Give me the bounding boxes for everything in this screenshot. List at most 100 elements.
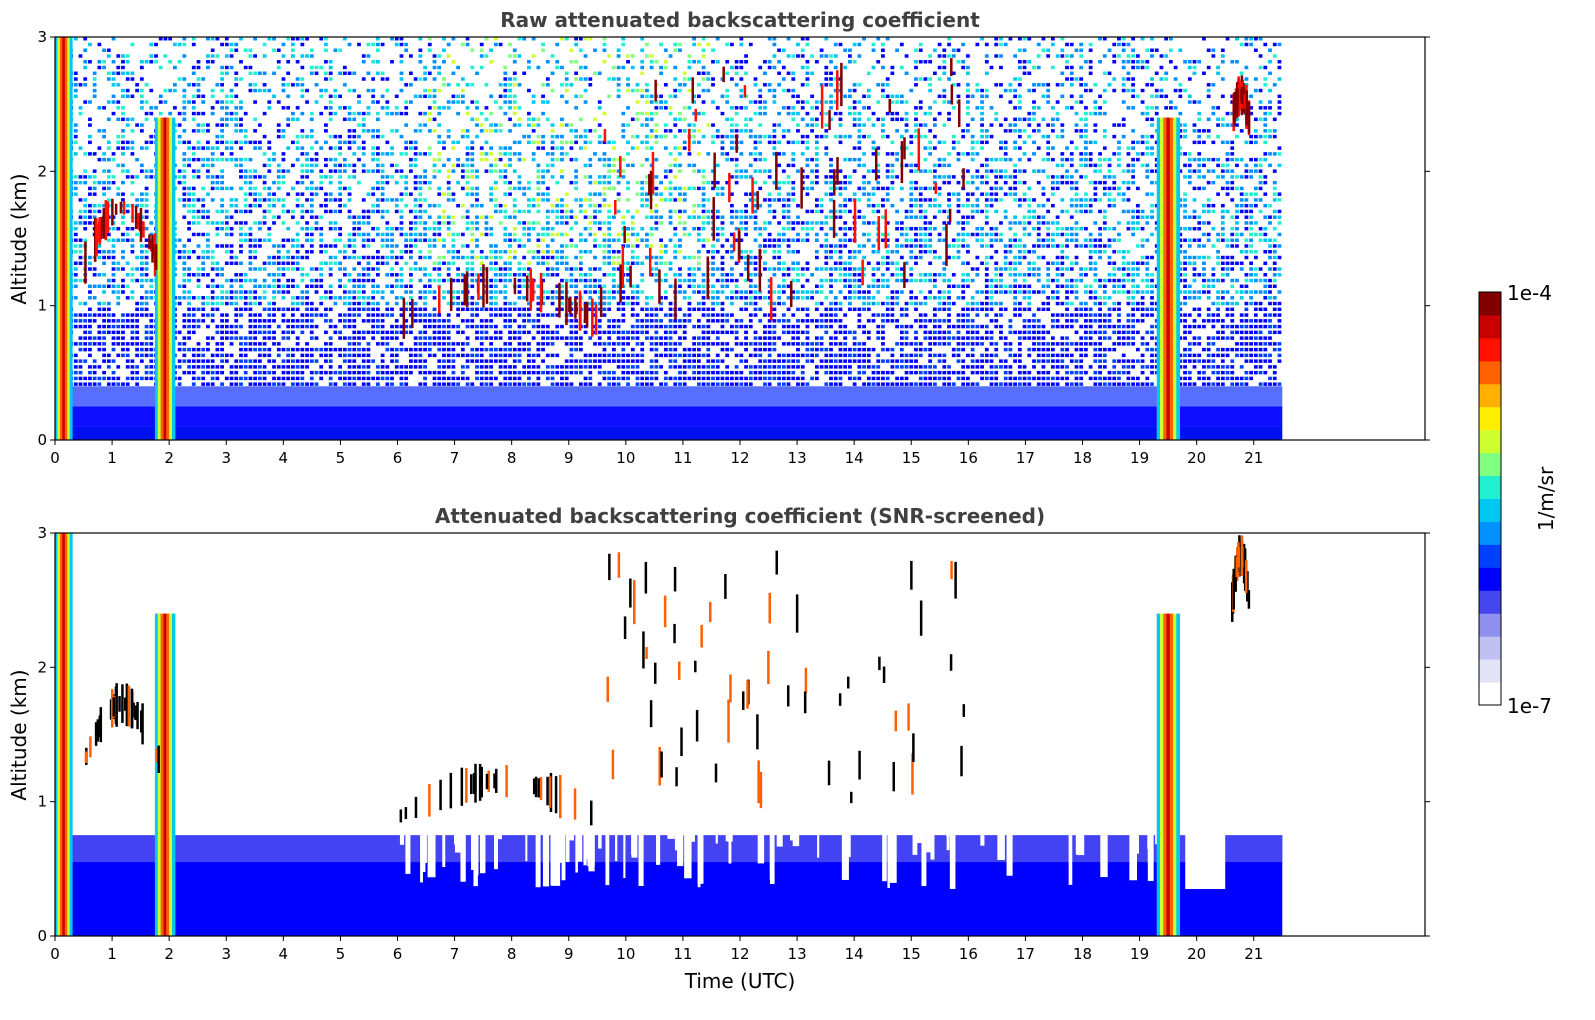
heatmap-cell bbox=[253, 88, 258, 93]
heatmap-cell bbox=[371, 296, 376, 300]
heatmap-cell bbox=[621, 65, 626, 70]
heatmap-cell bbox=[427, 278, 432, 283]
heatmap-cell bbox=[144, 278, 149, 283]
heatmap-cell bbox=[357, 330, 361, 335]
heatmap-cell bbox=[201, 365, 206, 369]
heatmap-cell bbox=[380, 244, 385, 248]
heatmap-cell bbox=[692, 226, 697, 231]
heatmap-cell bbox=[380, 180, 385, 185]
heatmap-cell bbox=[508, 353, 512, 358]
heatmap-cell bbox=[102, 324, 106, 329]
heatmap-cell bbox=[427, 186, 432, 191]
heatmap-cell bbox=[479, 146, 484, 150]
heatmap-cell bbox=[427, 353, 432, 358]
heatmap-cell bbox=[550, 232, 555, 237]
heatmap-cell bbox=[465, 42, 470, 47]
heatmap-cell bbox=[224, 359, 229, 363]
heatmap-cell bbox=[314, 284, 319, 289]
heatmap-cell bbox=[555, 209, 560, 214]
heatmap-cell bbox=[106, 169, 111, 173]
heatmap-cell bbox=[201, 376, 206, 381]
heatmap-cell bbox=[460, 88, 465, 93]
heatmap-cell bbox=[640, 273, 645, 277]
heatmap-cell bbox=[574, 267, 579, 271]
heatmap-cell bbox=[224, 226, 229, 231]
heatmap-cell bbox=[555, 313, 560, 317]
heatmap-cell bbox=[569, 284, 574, 289]
heatmap-cell bbox=[224, 140, 229, 145]
heatmap-cell bbox=[578, 267, 583, 271]
heatmap-cell bbox=[470, 307, 475, 312]
heatmap-cell bbox=[281, 221, 286, 225]
heatmap-cell bbox=[291, 278, 295, 283]
heatmap-cell bbox=[78, 54, 83, 58]
heatmap-cell bbox=[470, 157, 475, 162]
heatmap-cell bbox=[324, 106, 328, 110]
heatmap-cell bbox=[484, 215, 489, 219]
heatmap-cell bbox=[267, 336, 272, 340]
heatmap-cell bbox=[229, 342, 234, 346]
heatmap-cell bbox=[262, 54, 267, 58]
heatmap-cell bbox=[314, 140, 319, 145]
heatmap-cell bbox=[404, 100, 409, 104]
heatmap-cell bbox=[668, 192, 673, 196]
heatmap-cell bbox=[541, 226, 545, 231]
heatmap-cell bbox=[593, 342, 597, 346]
heatmap-cell bbox=[607, 261, 612, 265]
heatmap-cell bbox=[560, 290, 564, 294]
heatmap-cell bbox=[489, 307, 494, 312]
heatmap-cell bbox=[527, 347, 531, 352]
heatmap-cell bbox=[404, 261, 409, 265]
heatmap-cell bbox=[272, 94, 276, 99]
heatmap-cell bbox=[234, 324, 239, 329]
heatmap-cell bbox=[295, 376, 300, 381]
heatmap-cell bbox=[725, 296, 730, 300]
heatmap-cell bbox=[654, 175, 659, 179]
heatmap-cell bbox=[291, 359, 295, 363]
heatmap-cell bbox=[314, 278, 319, 283]
heatmap-cell bbox=[517, 307, 522, 312]
heatmap-cell bbox=[352, 347, 357, 352]
heatmap-cell bbox=[484, 365, 489, 369]
heatmap-cell bbox=[503, 226, 508, 231]
heatmap-cell bbox=[177, 169, 182, 173]
heatmap-cell bbox=[673, 198, 678, 202]
heatmap-cell bbox=[423, 198, 427, 202]
heatmap-cell bbox=[413, 163, 418, 168]
heatmap-cell bbox=[522, 313, 527, 317]
heatmap-cell bbox=[512, 226, 517, 231]
heatmap-cell bbox=[753, 261, 758, 265]
heatmap-cell bbox=[92, 175, 97, 179]
heatmap-cell bbox=[645, 330, 649, 335]
heatmap-cell bbox=[451, 238, 456, 242]
heatmap-cell bbox=[272, 330, 276, 335]
heatmap-cell bbox=[555, 42, 560, 47]
heatmap-cell bbox=[725, 342, 730, 346]
heatmap-cell bbox=[739, 307, 744, 312]
heatmap-cell bbox=[347, 192, 352, 196]
heatmap-cell bbox=[536, 163, 541, 168]
heatmap-cell bbox=[583, 278, 588, 283]
heatmap-cell bbox=[503, 175, 508, 179]
heatmap-cell bbox=[116, 226, 121, 231]
heatmap-cell bbox=[149, 88, 154, 93]
heatmap-cell bbox=[432, 65, 437, 70]
heatmap-cell bbox=[739, 370, 744, 375]
heatmap-cell bbox=[347, 301, 352, 306]
heatmap-cell bbox=[640, 48, 645, 52]
heatmap-cell bbox=[701, 278, 706, 283]
heatmap-cell bbox=[593, 232, 597, 237]
heatmap-cell bbox=[569, 244, 574, 248]
heatmap-cell bbox=[253, 198, 258, 202]
heatmap-cell bbox=[328, 221, 333, 225]
heatmap-cell bbox=[748, 353, 753, 358]
heatmap-cell bbox=[253, 175, 258, 179]
heatmap-cell bbox=[460, 186, 465, 191]
heatmap-cell bbox=[380, 261, 385, 265]
heatmap-cell bbox=[229, 88, 234, 93]
heatmap-cell bbox=[144, 250, 149, 254]
heatmap-cell bbox=[106, 146, 111, 150]
heatmap-cell bbox=[706, 324, 711, 329]
heatmap-cell bbox=[555, 296, 560, 300]
heatmap-cell bbox=[654, 370, 659, 375]
